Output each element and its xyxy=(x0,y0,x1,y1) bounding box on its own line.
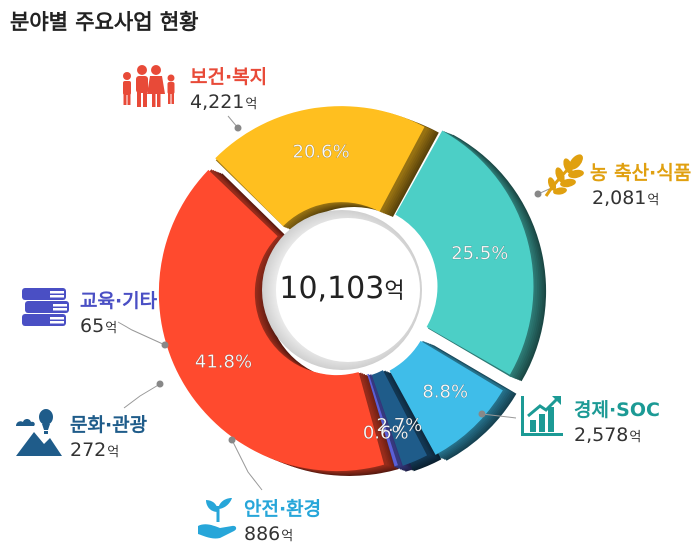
leader-line xyxy=(231,439,263,491)
slice xyxy=(389,340,503,455)
percent-label: 41.8% xyxy=(195,352,252,373)
percent-label: 25.5% xyxy=(451,243,508,264)
leader-dot xyxy=(478,410,486,418)
slice xyxy=(215,106,425,227)
slice xyxy=(395,130,534,375)
percent-label: 8.8% xyxy=(422,381,468,402)
slice xyxy=(158,169,385,472)
percent-label: 0.6% xyxy=(363,422,409,443)
percent-label: 2.7% xyxy=(377,415,423,436)
category-label-education: 교육·기타 65억 xyxy=(80,290,158,337)
books-icon xyxy=(22,288,69,326)
slice xyxy=(371,370,428,466)
leader-dot xyxy=(228,436,236,444)
family-icon xyxy=(123,65,175,107)
category-value: 4,221억 xyxy=(190,91,258,113)
category-label-culture: 문화·관광 272억 xyxy=(70,414,148,461)
slice-depth xyxy=(368,374,402,468)
category-label-economy: 경제·SOC 2,578억 xyxy=(574,399,660,446)
category-value: 2,081억 xyxy=(592,187,660,209)
slice xyxy=(367,373,398,467)
plant-in-hand-icon xyxy=(198,498,237,539)
leader-line xyxy=(123,383,161,409)
leader-dot xyxy=(156,380,164,388)
leader-line xyxy=(117,321,166,346)
category-label-agriculture: 농 축산·식품 2,081억 xyxy=(590,162,692,209)
mountain-balloon-icon xyxy=(16,409,62,456)
leader-dot xyxy=(534,190,542,198)
category-value: 65억 xyxy=(80,315,118,337)
category-value: 886억 xyxy=(244,523,294,545)
category-value: 272억 xyxy=(70,439,120,461)
percent-label: 20.6% xyxy=(293,142,350,163)
leader-dot xyxy=(161,341,169,349)
donut-hole-inner xyxy=(276,218,420,362)
growth-chart-icon xyxy=(521,396,563,436)
category-label-health: 보건·복지 4,221억 xyxy=(190,66,268,113)
chart-title: 분야별 주요사업 현황 xyxy=(10,10,199,34)
wheat-icon xyxy=(544,154,584,197)
leader-line xyxy=(481,413,517,419)
leader-dot xyxy=(234,124,242,132)
category-label-safety: 안전·환경 886억 xyxy=(244,498,322,545)
category-value: 2,578억 xyxy=(574,424,642,446)
center-total: 10,103억 xyxy=(279,271,404,306)
